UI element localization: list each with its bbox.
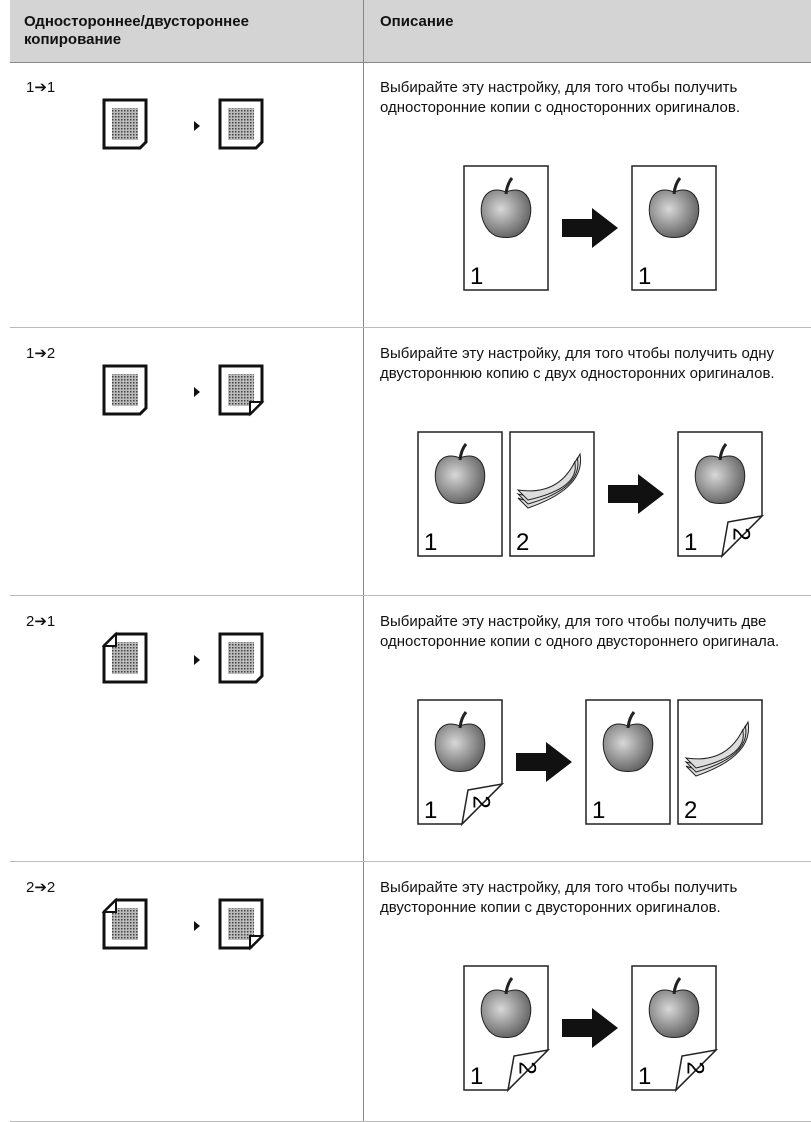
apple bbox=[602, 723, 654, 772]
mode-icon-fold bbox=[101, 897, 117, 913]
apple bbox=[694, 455, 746, 504]
description: Выбирайте эту настройку, для того чтобы … bbox=[380, 345, 775, 382]
mode-icon-fill bbox=[228, 108, 254, 140]
mode-icon-fill bbox=[112, 374, 138, 406]
banana bbox=[516, 460, 576, 501]
page-illustration: 1 bbox=[417, 431, 503, 557]
apple bbox=[648, 189, 700, 238]
page-illustration: 21 bbox=[677, 431, 765, 559]
mode-icon-fold bbox=[101, 631, 117, 647]
page-front-label: 1 bbox=[638, 1063, 651, 1090]
description: Выбирайте эту настройку, для того чтобы … bbox=[380, 613, 780, 650]
apple-stem bbox=[626, 711, 636, 729]
page-fold bbox=[720, 514, 765, 559]
page-fold bbox=[674, 1048, 719, 1093]
mode-icon-fill bbox=[228, 374, 254, 406]
mode-label: 1➔1 bbox=[26, 79, 56, 96]
mode-label: 2➔2 bbox=[26, 879, 56, 896]
page-illustration: 21 bbox=[463, 965, 551, 1093]
mode-icon-fold bbox=[249, 935, 265, 951]
page-front-label: 1 bbox=[592, 797, 605, 824]
page-back-label: 2 bbox=[682, 1061, 709, 1074]
page-front-label: 1 bbox=[470, 1063, 483, 1090]
apple-stem bbox=[718, 443, 728, 461]
mode-icon-fill bbox=[112, 908, 138, 940]
mode-arrow bbox=[194, 121, 200, 131]
apple-stem bbox=[504, 177, 514, 195]
copy-arrow bbox=[562, 208, 618, 248]
apple-stem bbox=[672, 977, 682, 995]
apple-stem bbox=[504, 977, 514, 995]
page-fold bbox=[460, 782, 505, 827]
page-illustration: 21 bbox=[631, 965, 719, 1093]
mode-arrow bbox=[194, 921, 200, 931]
page-front-label: 1 bbox=[424, 797, 437, 824]
page-front-label: 1 bbox=[470, 263, 483, 290]
column-divider bbox=[363, 0, 364, 1122]
mode-label: 1➔2 bbox=[26, 345, 56, 362]
apple-stem bbox=[458, 711, 468, 729]
row-illustration: 21 1 2 bbox=[101, 631, 763, 827]
mode-icon-fill bbox=[112, 108, 138, 140]
apple bbox=[434, 455, 486, 504]
mode-icon-fill bbox=[228, 642, 254, 674]
copy-arrow bbox=[562, 1008, 618, 1048]
page-back-label: 2 bbox=[468, 795, 495, 808]
apple bbox=[648, 989, 700, 1038]
mode-icon-fill bbox=[112, 642, 138, 674]
copy-arrow bbox=[608, 474, 664, 514]
row-illustration: 1 2 21 bbox=[102, 364, 765, 559]
page-illustration: 1 bbox=[585, 699, 671, 825]
page-illustration: 1 bbox=[463, 165, 549, 291]
page-fold bbox=[506, 1048, 551, 1093]
table-header: Одностороннее/двустороннее копирование О… bbox=[10, 0, 811, 63]
apple bbox=[480, 189, 532, 238]
page-illustration: 2 bbox=[677, 699, 763, 825]
page-front-label: 2 bbox=[684, 797, 697, 824]
copy-arrow bbox=[516, 742, 572, 782]
description: Выбирайте эту настройку, для того чтобы … bbox=[380, 879, 738, 916]
page-front-label: 1 bbox=[638, 263, 651, 290]
page-front-label: 1 bbox=[684, 529, 697, 556]
page-back-label: 2 bbox=[514, 1061, 541, 1074]
apple-stem bbox=[458, 443, 468, 461]
description: Выбирайте эту настройку, для того чтобы … bbox=[380, 79, 741, 116]
page-illustration: 2 bbox=[509, 431, 595, 557]
page-illustration: 21 bbox=[417, 699, 505, 827]
mode-arrow bbox=[194, 655, 200, 665]
header-mode: Одностороннее/двустороннее копирование bbox=[24, 13, 249, 48]
table-row: 2➔2 Выбирайте эту настройку, для того что… bbox=[10, 862, 811, 1122]
mode-label: 2➔1 bbox=[26, 613, 56, 630]
page-illustration: 1 bbox=[631, 165, 717, 291]
page-back-label: 2 bbox=[728, 527, 755, 540]
apple bbox=[480, 989, 532, 1038]
mode-arrow bbox=[194, 387, 200, 397]
table-row: 1➔2 Выбирайте эту настройку, для того что… bbox=[10, 328, 811, 596]
apple-stem bbox=[672, 177, 682, 195]
header-description: Описание bbox=[380, 13, 454, 30]
table-row: 1➔1 Выбирайте эту настройку, для того что… bbox=[10, 62, 811, 328]
page-front-label: 1 bbox=[424, 529, 437, 556]
page-front-label: 2 bbox=[516, 529, 529, 556]
mode-icon-fill bbox=[228, 908, 254, 940]
mode-icon-fold bbox=[249, 401, 265, 417]
apple bbox=[434, 723, 486, 772]
row-illustration: 21 21 bbox=[101, 897, 719, 1093]
table-row: 2➔1 Выбирайте эту настройку, для того что… bbox=[10, 596, 811, 862]
banana bbox=[684, 728, 744, 769]
